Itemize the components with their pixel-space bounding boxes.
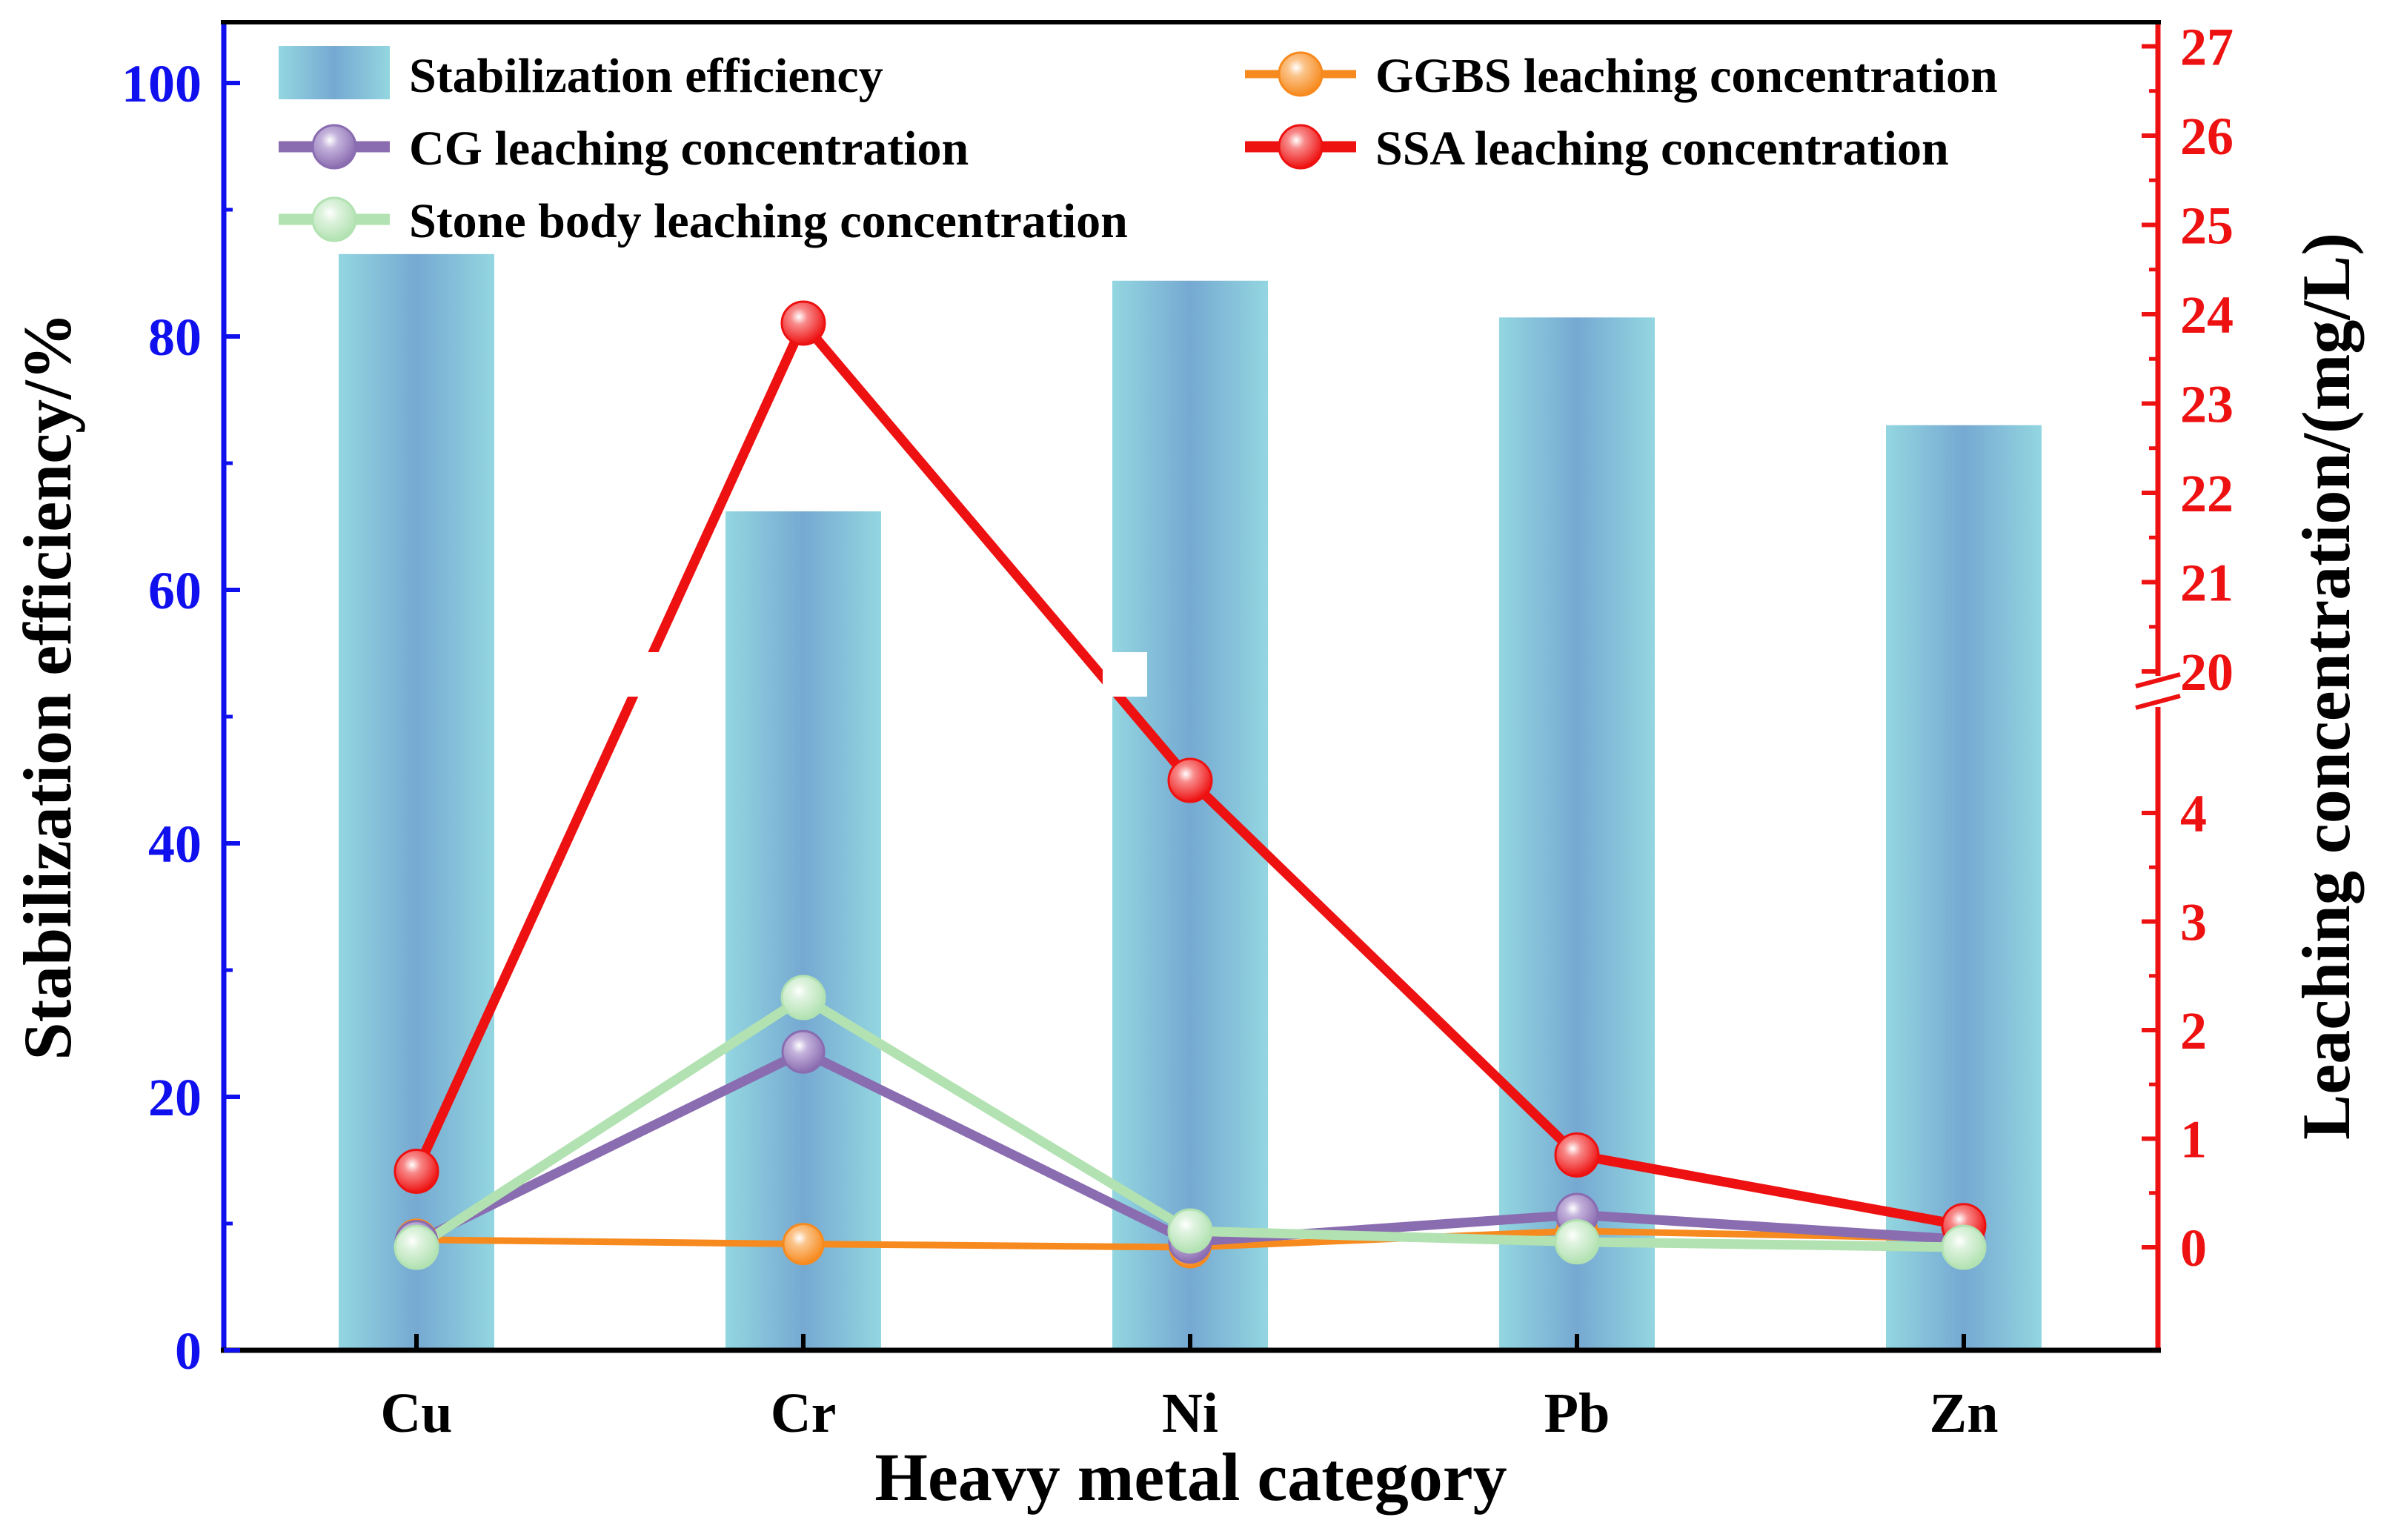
right-tick-label: 23: [2180, 375, 2234, 434]
x-tick-label: Zn: [1930, 1382, 1999, 1444]
right-axis-title: Leaching concentration/(mg/L): [2288, 233, 2364, 1140]
right-tick-label: 20: [2180, 643, 2234, 702]
legend-marker-stone-body-leaching-concentration: [311, 196, 357, 242]
bar-series: [339, 253, 2042, 1351]
right-tick-label: 1: [2180, 1110, 2207, 1169]
right-tick-label: 24: [2180, 285, 2234, 345]
bar-ni: [1112, 280, 1268, 1350]
x-axis-ticks: Cu Cr Ni Pb Zn: [380, 1334, 1998, 1444]
left-tick-label: 60: [148, 561, 202, 620]
bar-cr: [725, 511, 881, 1350]
ssa-leaching-concentration-point-pb: [1554, 1132, 1600, 1178]
stone-body-leaching-concentration-point-pb: [1554, 1219, 1600, 1265]
right-tick-label: 21: [2180, 554, 2234, 613]
stone-body-leaching-concentration-point-ni: [1167, 1208, 1213, 1254]
left-tick-label: 0: [175, 1321, 202, 1381]
axis-break-mark-lower: [2135, 694, 2181, 710]
left-tick-label: 20: [148, 1068, 202, 1127]
left-tick-label: 40: [148, 814, 202, 874]
right-tick-label: 25: [2180, 196, 2234, 256]
stone-body-leaching-concentration-point-cr: [780, 975, 826, 1020]
legend-marker-ssa-leaching-concentration: [1278, 124, 1324, 170]
x-tick-label: Cu: [380, 1382, 452, 1444]
right-tick-label: 4: [2180, 784, 2207, 843]
right-tick-label: 3: [2180, 893, 2207, 952]
legend-marker-ggbs-leaching-concentration: [1278, 51, 1324, 97]
ssa-leaching-concentration-point-cu: [393, 1148, 439, 1194]
stone-body-leaching-concentration-point-cu: [393, 1224, 439, 1270]
ssa-leaching-concentration-point-cr: [780, 300, 826, 346]
legend-label-cg-leaching-concentration: CG leaching concentration: [409, 122, 969, 176]
left-axis-title: Stabilization efficiency/%: [10, 312, 85, 1060]
right-tick-label: 0: [2180, 1218, 2207, 1278]
x-tick-label: Pb: [1544, 1382, 1610, 1444]
axis-break-gap-left: [622, 652, 667, 697]
legend-label-bars: Stabilization efficiency: [409, 49, 883, 103]
bar-zn: [1886, 425, 2042, 1351]
axis-break-mark-upper: [2135, 672, 2181, 688]
x-tick-label: Ni: [1162, 1382, 1218, 1444]
bar-pb: [1499, 317, 1655, 1351]
left-tick-label: 100: [122, 54, 202, 113]
line-series: [393, 300, 1987, 1270]
left-axis-ticks: 0 20 40 60 80 100: [122, 54, 240, 1381]
x-tick-label: Cr: [771, 1382, 837, 1444]
axis-break-gap-right: [1103, 652, 1147, 697]
right-tick-label: 26: [2180, 107, 2234, 166]
legend: Stabilization efficiency GGBS leaching co…: [279, 46, 1998, 248]
stone-body-leaching-concentration-point-zn: [1941, 1224, 1987, 1270]
legend-label-ssa-leaching-concentration: SSA leaching concentration: [1375, 122, 1949, 176]
ssa-leaching-concentration-point-ni: [1167, 757, 1213, 803]
x-axis-title: Heavy metal category: [874, 1439, 1507, 1515]
right-tick-label: 22: [2180, 464, 2234, 523]
cg-leaching-concentration-point-cr: [781, 1029, 826, 1074]
right-tick-label: 2: [2180, 1001, 2207, 1061]
legend-marker-cg-leaching-concentration: [311, 124, 357, 170]
ggbs-leaching-concentration-point-cr: [782, 1223, 825, 1266]
legend-label-ggbs-leaching-concentration: GGBS leaching concentration: [1375, 49, 1998, 103]
legend-swatch-bars: [279, 46, 390, 99]
legend-label-stone-body-leaching-concentration: Stone body leaching concentration: [409, 194, 1128, 248]
right-tick-label: 27: [2180, 18, 2234, 77]
left-tick-label: 80: [148, 308, 202, 367]
